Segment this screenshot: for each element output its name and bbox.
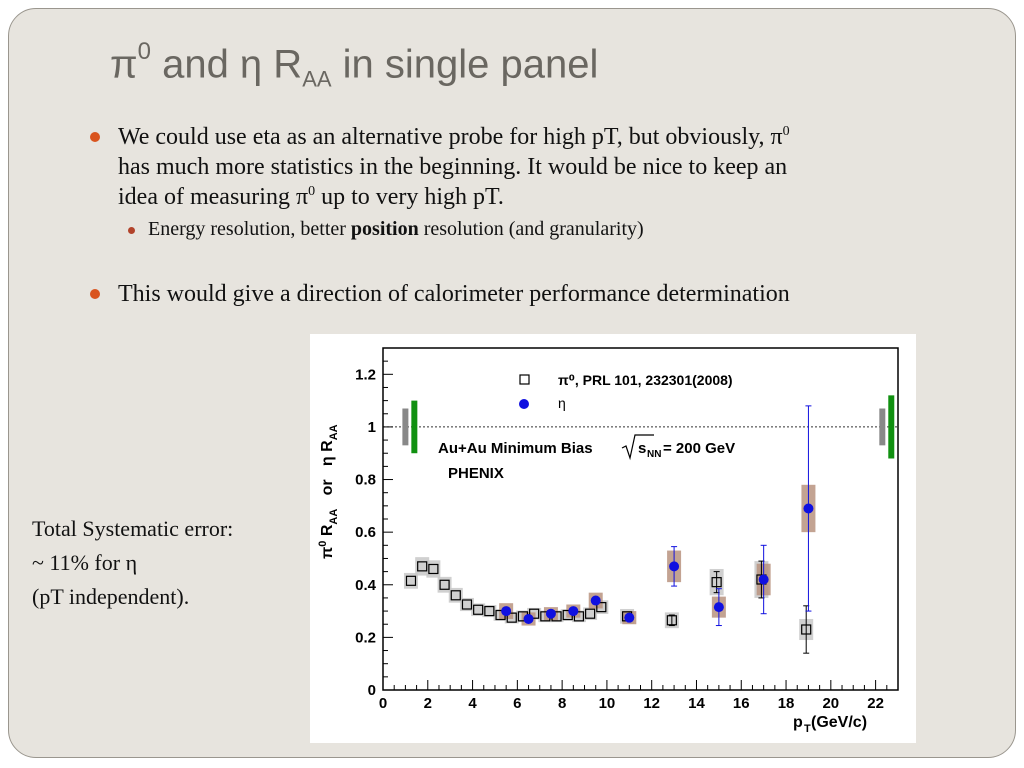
y-tick-label: 1.2 bbox=[355, 366, 376, 383]
y-label-r1: R bbox=[319, 524, 336, 540]
x-label-p: p bbox=[793, 714, 803, 731]
sys-box-0-5 bbox=[459, 597, 474, 612]
y-tick-label: 0.6 bbox=[355, 524, 376, 541]
sub-bullet: Energy resolution, better position resol… bbox=[128, 218, 644, 241]
point-pi0-20 bbox=[711, 577, 722, 588]
x-tick-label: 6 bbox=[513, 695, 521, 712]
point-pi0-5 bbox=[461, 599, 473, 610]
y-tick-label: 1 bbox=[368, 419, 376, 436]
chart-svg: 0 2 4 6 8 10 12 14 16 18 20 22 0 0.2 0.4 0.6 0.8 1 1.2 π⁰,… bbox=[317, 347, 899, 735]
point-pi0-4 bbox=[450, 590, 461, 601]
bullet-1: We could use eta as an alternative probe… bbox=[90, 122, 918, 212]
point-pi0-17 bbox=[596, 602, 607, 613]
annotation-sqrt-s: s bbox=[638, 440, 646, 457]
svg-text:π0 RAA or η RAA: π0 RAA or η RAA bbox=[317, 424, 340, 559]
bullet-2: This would give a direction of calorimet… bbox=[90, 279, 938, 309]
norm-box-0 bbox=[402, 408, 409, 446]
legend: π⁰, PRL 101, 232301(2008) η bbox=[519, 372, 733, 411]
sys-box-0-6 bbox=[471, 603, 486, 617]
x-tick-label: 8 bbox=[558, 695, 566, 712]
point-eta-9 bbox=[803, 503, 814, 514]
raa-chart: 0 2 4 6 8 10 12 14 16 18 20 22 0 0.2 0.4 0.6 0.8 1 1.2 π⁰,… bbox=[310, 334, 916, 743]
point-pi0-15 bbox=[573, 611, 585, 622]
x-tick-label: 16 bbox=[733, 695, 750, 712]
point-eta-1 bbox=[523, 613, 534, 624]
sub-bullet-dot bbox=[128, 227, 135, 234]
point-pi0-9 bbox=[506, 612, 517, 623]
x-tick-label: 22 bbox=[867, 695, 884, 712]
x-tick-label: 14 bbox=[688, 695, 705, 712]
annotation: Au+Au Minimum Bias s NN = 200 GeV PHENIX bbox=[438, 434, 735, 482]
legend-eta-label: η bbox=[558, 395, 566, 411]
x-label-sub: T bbox=[804, 723, 811, 735]
x-tick-label: 4 bbox=[468, 695, 477, 712]
y-label-sub1: AA bbox=[328, 509, 340, 525]
x-tick-label: 10 bbox=[599, 695, 616, 712]
y-label-eta-r: η R bbox=[319, 440, 336, 466]
point-eta-5 bbox=[624, 612, 635, 623]
x-tick-label: 2 bbox=[424, 695, 432, 712]
sqrt-sign bbox=[621, 434, 654, 461]
point-eta-7 bbox=[713, 602, 724, 613]
x-tick-label: 18 bbox=[778, 695, 795, 712]
y-axis-label: π0 RAA or η RAA bbox=[317, 424, 340, 559]
y-tick-label: 0 bbox=[368, 682, 376, 699]
point-pi0-3 bbox=[439, 579, 450, 590]
annotation-sqrt-sub: NN bbox=[647, 449, 661, 460]
legend-pi0-label: π⁰, PRL 101, 232301(2008) bbox=[558, 372, 733, 388]
point-eta-6 bbox=[669, 561, 680, 572]
point-eta-8 bbox=[758, 574, 769, 585]
point-pi0-11 bbox=[529, 608, 540, 619]
y-tick-label: 0.2 bbox=[355, 629, 376, 646]
norm-box-1 bbox=[411, 400, 418, 454]
y-label-pi: π bbox=[319, 547, 336, 559]
point-pi0-7 bbox=[484, 605, 495, 617]
x-tick-label: 20 bbox=[822, 695, 839, 712]
y-label-sup: 0 bbox=[317, 541, 329, 547]
point-pi0-0 bbox=[405, 575, 417, 586]
point-pi0-16 bbox=[585, 608, 596, 619]
annotation-experiment: PHENIX bbox=[448, 465, 504, 482]
slide-title: π0 and η RAA in single panel bbox=[110, 38, 599, 92]
point-eta-3 bbox=[568, 606, 579, 617]
sys-box-0-4 bbox=[448, 587, 463, 603]
point-pi0-22 bbox=[801, 624, 812, 635]
bullet-dot bbox=[90, 132, 100, 142]
point-eta-4 bbox=[590, 595, 601, 606]
point-eta-0 bbox=[501, 606, 512, 617]
bullet-dot bbox=[90, 289, 100, 299]
y-tick-label: 0.4 bbox=[355, 577, 377, 594]
sys-box-0-7 bbox=[482, 605, 497, 618]
x-tick-label: 0 bbox=[379, 695, 387, 712]
sys-box-0-16 bbox=[583, 607, 598, 621]
plot-frame bbox=[382, 347, 899, 691]
y-tick-label: 0.8 bbox=[355, 472, 376, 489]
y-label-sub2: AA bbox=[328, 424, 340, 440]
point-eta-2 bbox=[545, 608, 556, 619]
systematic-error-note: Total Systematic error: ~ 11% for η (pT … bbox=[32, 516, 234, 609]
annotation-system: Au+Au Minimum Bias bbox=[438, 440, 593, 457]
y-label-or: or bbox=[319, 466, 336, 509]
legend-eta-marker bbox=[519, 399, 529, 409]
norm-box-3 bbox=[888, 395, 895, 459]
x-tick-label: 12 bbox=[643, 695, 660, 712]
x-axis-label: p T (GeV/c) bbox=[793, 714, 867, 735]
point-pi0-19 bbox=[666, 615, 677, 626]
x-label-unit: (GeV/c) bbox=[811, 714, 867, 731]
annotation-energy: = 200 GeV bbox=[663, 440, 735, 457]
legend-pi0-marker bbox=[519, 374, 530, 385]
point-pi0-1 bbox=[417, 561, 428, 572]
point-pi0-2 bbox=[428, 563, 439, 575]
point-pi0-6 bbox=[473, 604, 484, 615]
norm-box-2 bbox=[879, 408, 886, 446]
